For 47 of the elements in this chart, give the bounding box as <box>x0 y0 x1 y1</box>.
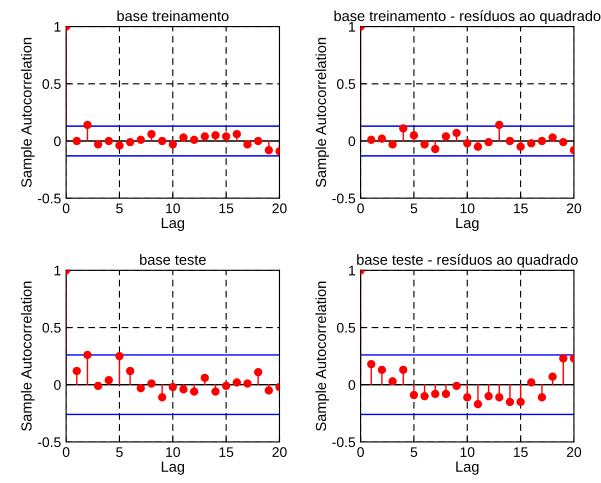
x-tick-label: 10 <box>460 203 474 214</box>
y-tick-label: 1 <box>349 22 356 32</box>
chart-title: base teste <box>140 254 206 265</box>
y-tick-label: 0.5 <box>42 322 61 333</box>
chart-title: base treinamento <box>117 10 229 22</box>
y-axis-title: Sample Autocorrelation <box>20 38 35 188</box>
x-tick-label: 10 <box>166 203 180 214</box>
x-tick-label: 0 <box>357 447 364 458</box>
x-tick-label: 10 <box>460 447 474 458</box>
x-axis-title: Lag <box>456 462 478 475</box>
y-tick-label: 0 <box>54 380 61 390</box>
x-tick-label: 5 <box>410 204 418 214</box>
x-axis-title: Lag <box>162 218 184 231</box>
y-tick-label: -0.5 <box>332 194 356 204</box>
chart-title: base teste - resíduos ao quadrado <box>357 254 578 268</box>
y-axis-title: Sample Autocorrelation <box>315 282 330 431</box>
y-tick-label: 0 <box>54 136 61 146</box>
x-tick-label: 15 <box>219 204 234 214</box>
y-tick-label: -0.5 <box>332 437 356 448</box>
x-tick-label: 20 <box>272 447 287 458</box>
x-tick-label: 20 <box>566 447 582 458</box>
x-tick-label: 5 <box>116 447 123 458</box>
y-tick-label: 1 <box>54 266 61 276</box>
y-tick-label: 1 <box>54 22 61 32</box>
x-tick-label: 5 <box>410 447 418 458</box>
x-tick-label: 15 <box>514 447 528 458</box>
x-tick-label: 20 <box>566 203 582 214</box>
y-tick-label: -0.5 <box>38 437 61 448</box>
y-tick-label: 0.5 <box>336 79 356 89</box>
y-tick-label: 0.5 <box>42 79 61 89</box>
x-axis-title: Lag <box>162 462 184 475</box>
x-tick-label: 15 <box>514 204 528 214</box>
y-axis-title: Sample Autocorrelation <box>20 282 35 431</box>
x-axis-title: Lag <box>456 218 478 231</box>
x-tick-label: 15 <box>219 447 234 458</box>
x-tick-label: 0 <box>62 203 70 214</box>
x-tick-label: 0 <box>62 447 70 458</box>
x-tick-label: 5 <box>116 204 123 214</box>
y-axis-title: Sample Autocorrelation <box>315 38 330 188</box>
x-tick-label: 10 <box>166 447 180 458</box>
y-tick-label: 0.5 <box>336 322 356 333</box>
y-tick-label: 0 <box>348 380 356 390</box>
y-tick-label: 0 <box>348 136 356 146</box>
x-tick-label: 0 <box>357 203 364 214</box>
y-tick-label: 1 <box>349 266 356 276</box>
y-tick-label: -0.5 <box>38 194 61 204</box>
x-tick-label: 20 <box>272 203 287 214</box>
